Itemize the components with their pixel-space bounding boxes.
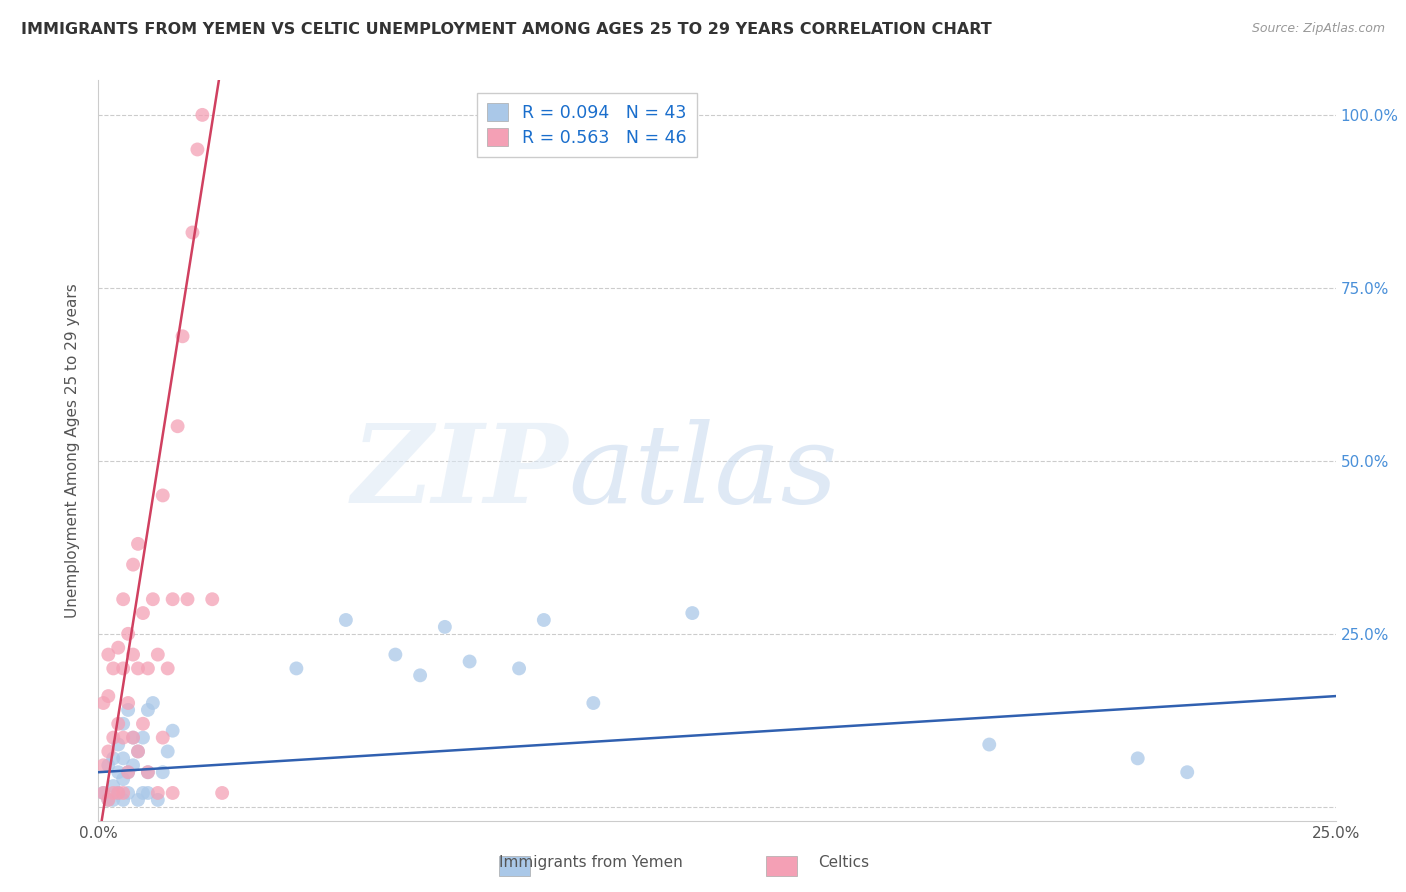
Point: [152, 488, 174, 502]
Text: Immigrants from Yemen: Immigrants from Yemen: [499, 855, 682, 870]
Point: [107, 738, 129, 752]
Point: [107, 716, 129, 731]
Point: [132, 716, 155, 731]
Point: [127, 793, 149, 807]
Point: [97, 758, 120, 772]
Point: [384, 648, 406, 662]
Point: [97, 793, 120, 807]
Point: [107, 765, 129, 780]
Point: [122, 758, 145, 772]
Y-axis label: Unemployment Among Ages 25 to 29 years: Unemployment Among Ages 25 to 29 years: [65, 283, 80, 618]
Point: [117, 703, 139, 717]
Text: Celtics: Celtics: [818, 855, 869, 870]
Point: [533, 613, 555, 627]
Point: [112, 786, 135, 800]
Point: [152, 731, 174, 745]
Point: [681, 606, 703, 620]
Point: [433, 620, 456, 634]
Text: atlas: atlas: [568, 419, 838, 526]
Point: [172, 329, 194, 343]
Point: [107, 786, 129, 800]
Point: [136, 765, 159, 780]
Point: [162, 786, 184, 800]
Point: [181, 226, 204, 240]
Point: [146, 648, 169, 662]
Point: [112, 716, 135, 731]
Point: [166, 419, 188, 434]
Point: [122, 558, 145, 572]
Point: [97, 744, 120, 758]
Legend: R = 0.094   N = 43, R = 0.563   N = 46: R = 0.094 N = 43, R = 0.563 N = 46: [477, 93, 697, 157]
Point: [156, 661, 179, 675]
Point: [142, 696, 165, 710]
Point: [127, 661, 149, 675]
Point: [122, 731, 145, 745]
Point: [93, 696, 115, 710]
Point: [93, 786, 115, 800]
Point: [112, 772, 135, 786]
Point: [103, 779, 125, 793]
Point: [107, 640, 129, 655]
Point: [152, 765, 174, 780]
Text: ZIP: ZIP: [352, 419, 568, 526]
Point: [142, 592, 165, 607]
Point: [117, 696, 139, 710]
Point: [103, 786, 125, 800]
Point: [103, 751, 125, 765]
Point: [136, 703, 159, 717]
Point: [93, 758, 115, 772]
Point: [127, 744, 149, 758]
Point: [285, 661, 308, 675]
Point: [97, 689, 120, 703]
FancyBboxPatch shape: [499, 856, 530, 876]
Point: [122, 648, 145, 662]
Point: [508, 661, 530, 675]
Point: [112, 592, 135, 607]
Point: [458, 655, 481, 669]
Point: [127, 537, 149, 551]
Text: Source: ZipAtlas.com: Source: ZipAtlas.com: [1251, 22, 1385, 36]
Point: [103, 661, 125, 675]
Point: [201, 592, 224, 607]
Point: [136, 786, 159, 800]
Text: IMMIGRANTS FROM YEMEN VS CELTIC UNEMPLOYMENT AMONG AGES 25 TO 29 YEARS CORRELATI: IMMIGRANTS FROM YEMEN VS CELTIC UNEMPLOY…: [21, 22, 991, 37]
Point: [1126, 751, 1149, 765]
Point: [186, 143, 208, 157]
Point: [136, 661, 159, 675]
Point: [112, 793, 135, 807]
Point: [335, 613, 357, 627]
Point: [1175, 765, 1198, 780]
Point: [117, 627, 139, 641]
Point: [117, 765, 139, 780]
Point: [176, 592, 198, 607]
Point: [132, 786, 155, 800]
Point: [117, 786, 139, 800]
Point: [93, 786, 115, 800]
Point: [146, 793, 169, 807]
Point: [132, 606, 155, 620]
Point: [107, 786, 129, 800]
Point: [191, 108, 214, 122]
Point: [122, 731, 145, 745]
Point: [162, 592, 184, 607]
Point: [156, 744, 179, 758]
Point: [112, 751, 135, 765]
Point: [97, 793, 120, 807]
Point: [136, 765, 159, 780]
Point: [582, 696, 605, 710]
Point: [112, 661, 135, 675]
Point: [117, 765, 139, 780]
Point: [132, 731, 155, 745]
Point: [409, 668, 432, 682]
Point: [162, 723, 184, 738]
Point: [979, 738, 1001, 752]
Point: [103, 731, 125, 745]
Point: [97, 648, 120, 662]
Point: [127, 744, 149, 758]
Point: [146, 786, 169, 800]
FancyBboxPatch shape: [766, 856, 797, 876]
Point: [103, 793, 125, 807]
Point: [211, 786, 233, 800]
Point: [112, 731, 135, 745]
